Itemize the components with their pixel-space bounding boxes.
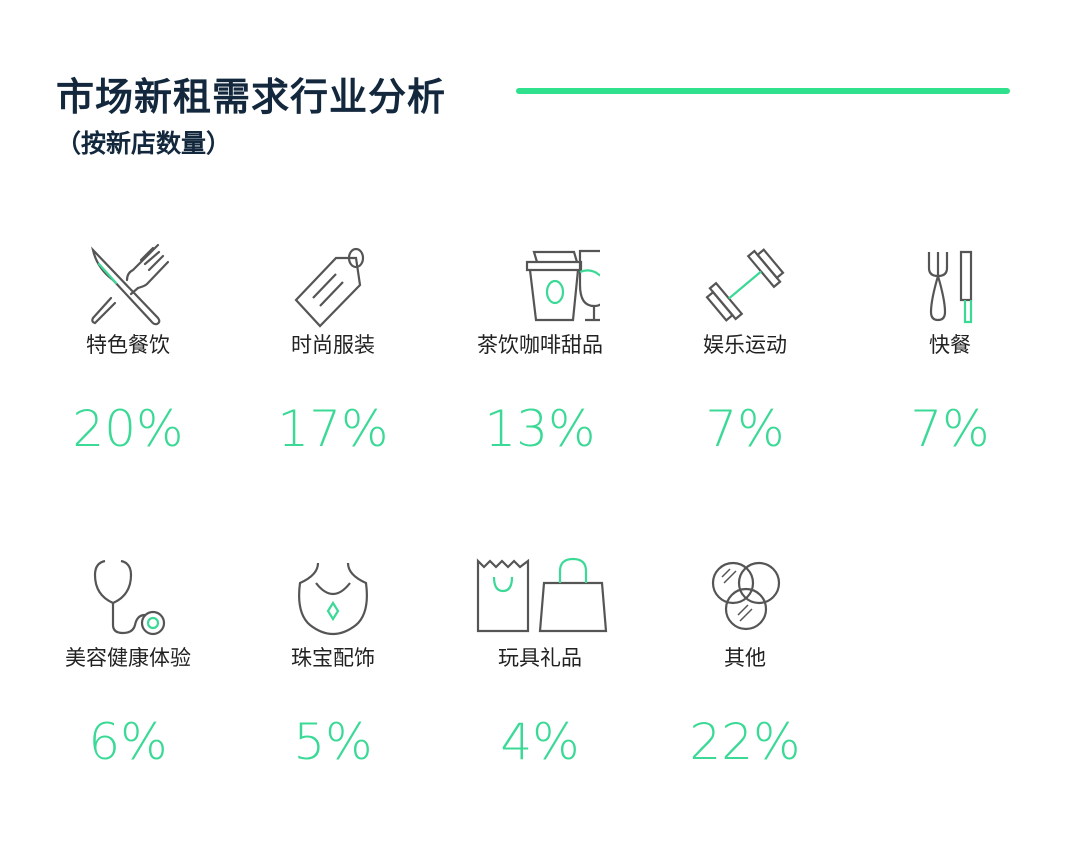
percentage-value: 7% — [910, 400, 990, 458]
percentage-value: 20% — [72, 400, 184, 458]
title-rule — [516, 88, 1010, 94]
percentage-value: 4% — [500, 713, 580, 771]
page-title: 市场新租需求行业分析 — [56, 75, 447, 119]
fork-cleaver-icon — [927, 250, 973, 324]
gift-bags-icon — [476, 557, 608, 633]
dumbbell-icon — [705, 248, 785, 322]
category-label: 玩具礼品 — [498, 646, 582, 670]
category-label: 特色餐饮 — [86, 333, 170, 357]
knife-fork-icon — [91, 243, 170, 326]
stat-item: 快餐 7% — [850, 240, 1050, 458]
stat-item: 时尚服装 17% — [233, 240, 433, 458]
necklace-icon — [298, 562, 368, 636]
percentage-value: 13% — [484, 400, 596, 458]
stat-item: 娱乐运动 7% — [645, 240, 845, 458]
page-subtitle: （按新店数量） — [56, 129, 232, 158]
percentage-value: 7% — [705, 400, 785, 458]
percentage-value: 5% — [293, 713, 373, 771]
stat-item: 其他 22% — [645, 553, 845, 771]
circles-icon — [711, 561, 781, 631]
percentage-value: 22% — [689, 713, 801, 771]
percentage-value: 6% — [88, 713, 168, 771]
price-tag-icon — [294, 247, 365, 328]
percentage-value: 17% — [277, 400, 389, 458]
category-label: 时尚服装 — [291, 333, 375, 357]
stat-item: 茶饮咖啡甜品 13% — [440, 240, 640, 458]
category-label: 茶饮咖啡甜品 — [477, 333, 603, 357]
stethoscope-icon — [93, 559, 166, 636]
stat-item: 美容健康体验 6% — [28, 553, 228, 771]
category-label: 快餐 — [929, 333, 971, 357]
category-label: 珠宝配饰 — [291, 646, 375, 670]
stat-item: 珠宝配饰 5% — [233, 553, 433, 771]
category-label: 美容健康体验 — [65, 646, 191, 670]
stat-item: 玩具礼品 4% — [440, 553, 640, 771]
category-label: 其他 — [724, 646, 766, 670]
coffee-cup-wine-glass-icon — [525, 249, 600, 322]
stat-item: 特色餐饮 20% — [28, 240, 228, 458]
category-label: 娱乐运动 — [703, 333, 787, 357]
